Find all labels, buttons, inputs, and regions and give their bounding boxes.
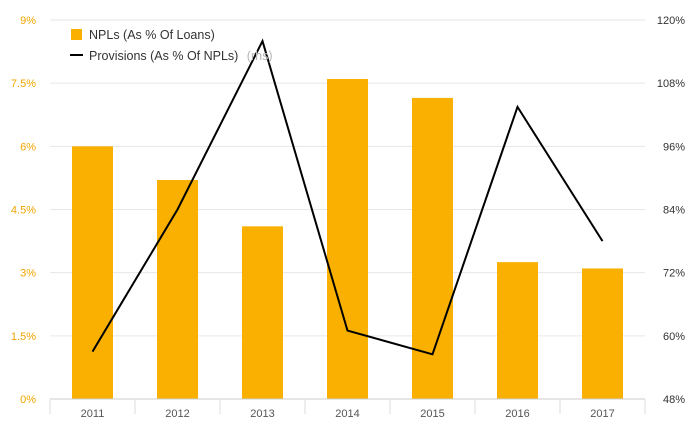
provisions-line-layer xyxy=(91,38,604,356)
y-right-tick-label: 84% xyxy=(663,205,685,217)
x-tick-label: 2011 xyxy=(81,408,105,420)
y-right-tick-label: 72% xyxy=(663,268,685,280)
y-right-tick-label: 108% xyxy=(657,78,685,90)
y-left-tick-label: 9% xyxy=(20,15,36,27)
y-left-tick-label: 7.5% xyxy=(11,78,36,90)
legend: NPLs (As % Of Loans) Provisions (As % Of… xyxy=(70,28,273,64)
y-left-tick-label: 1.5% xyxy=(11,331,36,343)
y-left-tick-label: 3% xyxy=(20,268,36,280)
x-tick-label: 2015 xyxy=(420,408,444,420)
y-left-tick-label: 0% xyxy=(20,394,36,406)
npl-bar xyxy=(327,78,368,399)
y-right-tick-label: 60% xyxy=(663,331,685,343)
npl-bar xyxy=(412,97,453,400)
npl-bar xyxy=(242,226,283,399)
legend-swatch-npls xyxy=(71,29,82,40)
axes: 0% 48% 1.5% 60% 3% 72% 4.5% 84% 6% 96% 7.5% 108% 9% 1… xyxy=(11,15,685,420)
npl-bar xyxy=(72,146,113,399)
y-right-tick-label: 120% xyxy=(657,15,685,27)
provisions-line xyxy=(91,38,604,356)
legend-provisions-name: Provisions (As % Of NPLs) xyxy=(89,49,238,63)
x-tick-label: 2012 xyxy=(165,408,189,420)
x-tick-label: 2017 xyxy=(590,408,614,420)
y-right-tick-label: 96% xyxy=(663,141,685,153)
x-tick-label: 2013 xyxy=(250,408,274,420)
y-right-tick-label: 48% xyxy=(663,394,685,406)
x-tick-label: 2016 xyxy=(505,408,529,420)
legend-label-provisions: Provisions (As % Of NPLs) (rhs) xyxy=(89,47,273,64)
npl-bar xyxy=(157,180,198,399)
legend-label-npls: NPLs (As % Of Loans) xyxy=(89,28,215,42)
npl-bar xyxy=(582,268,623,399)
x-tick-label: 2014 xyxy=(335,408,359,420)
npl-bar xyxy=(497,262,538,399)
y-left-tick-label: 6% xyxy=(20,141,36,153)
npl-bars xyxy=(72,78,623,400)
legend-rhs-tag: (rhs) xyxy=(247,49,273,63)
y-left-tick-label: 4.5% xyxy=(11,205,36,217)
